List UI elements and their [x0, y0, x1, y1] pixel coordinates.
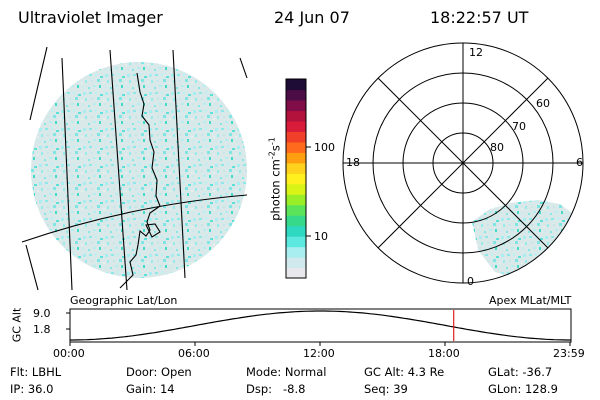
polar-plot [342, 42, 584, 284]
geographic-map [21, 46, 248, 291]
ytick-1-8: 1.8 [33, 323, 51, 336]
colorbar-segment [286, 173, 306, 185]
instrument-title: Ultraviolet Imager [18, 8, 163, 27]
colorbar-segment [286, 110, 306, 122]
colorbar-segment [286, 225, 306, 237]
unit-exp1: -2 [267, 151, 277, 160]
colorbar-segment [286, 131, 306, 143]
colorbar-segment [286, 215, 306, 227]
status-ip: IP: 36.0 [10, 382, 54, 396]
colorbar-segment [286, 236, 306, 248]
mlt-label-12: 12 [469, 46, 483, 59]
unit-exp2: -1 [267, 137, 277, 146]
lon-line [239, 57, 248, 79]
status-door: Door: Open [126, 365, 192, 379]
colorbar-segment [286, 162, 306, 174]
colorbar-tick-10: 10 [314, 230, 328, 243]
status-dsp: Dsp: -8.8 [246, 382, 306, 396]
auroral-oval [472, 200, 583, 283]
coastline [145, 223, 161, 238]
colorbar-segment [286, 99, 306, 112]
status-seq: Seq: 39 [364, 382, 408, 396]
status-glon: GLon: 128.9 [488, 382, 558, 396]
date-label: 24 Jun 07 [274, 8, 350, 27]
colorbar-segment [286, 79, 306, 91]
lon-line [109, 49, 128, 291]
mlt-label-6: 6 [576, 156, 583, 169]
colorbar-segment [286, 152, 306, 164]
lon-line [25, 244, 39, 291]
xtick-1800: 18:00 [428, 347, 460, 360]
lat-label-80: 80 [490, 141, 504, 154]
colorbar-segment [286, 246, 306, 258]
lat-label-60: 60 [536, 97, 550, 110]
geographic-label: Geographic Lat/Lon [70, 294, 178, 307]
apex-label: Apex MLat/MLT [489, 294, 572, 307]
status-mode: Mode: Normal [246, 365, 327, 379]
status-flt: Flt: LBHL [10, 365, 62, 379]
xtick-2359: 23:59 [553, 347, 585, 360]
altitude-ylabel: GC Alt [10, 307, 24, 343]
xtick-0000: 00:00 [53, 347, 85, 360]
unit-s: s [268, 145, 283, 152]
lon-line [61, 57, 73, 291]
ytick-9: 9.0 [33, 307, 51, 320]
colorbar-segment [286, 194, 306, 206]
mlt-label-18: 18 [346, 156, 360, 169]
colorbar-scale [286, 79, 306, 279]
time-label: 18:22:57 UT [430, 8, 529, 27]
colorbar-segment [286, 120, 306, 132]
colorbar-segment [286, 89, 306, 101]
lon-line [172, 49, 186, 279]
coastline [119, 72, 161, 289]
xtick-1200: 12:00 [303, 347, 335, 360]
colorbar-segment [286, 257, 306, 269]
colorbar-segment [286, 267, 306, 279]
lat-line [21, 194, 248, 243]
mlt-label-0: 0 [467, 275, 474, 288]
uv-emission-disk [31, 62, 247, 278]
colorbar [285, 78, 311, 279]
colorbar-unit-label: photon cm-2s-1 [268, 137, 283, 221]
colorbar-segment [286, 141, 306, 153]
altitude-plot [66, 308, 572, 346]
colorbar-segment [286, 204, 306, 216]
unit-main: photon cm [268, 159, 283, 221]
xtick-0600: 06:00 [178, 347, 210, 360]
status-gain: Gain: 14 [126, 382, 175, 396]
lon-line [29, 46, 48, 121]
status-gcalt: GC Alt: 4.3 Re [364, 365, 445, 379]
status-glat: GLat: -36.7 [488, 365, 553, 379]
lat-label-70: 70 [512, 120, 526, 133]
colorbar-tick-100: 100 [314, 141, 335, 154]
colorbar-segment [286, 183, 306, 195]
altitude-curve [70, 310, 571, 341]
